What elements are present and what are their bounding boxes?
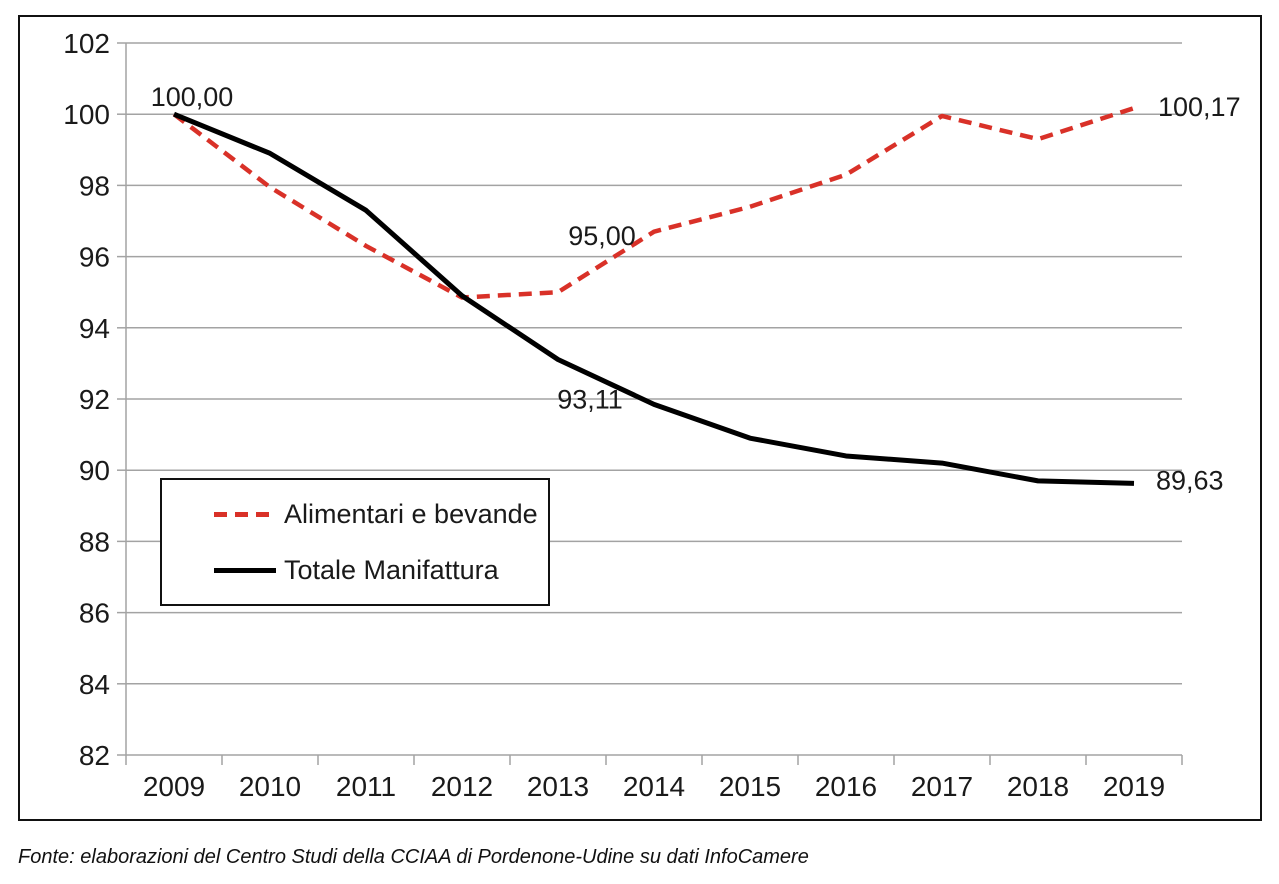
x-tick-label: 2016 [815, 771, 877, 802]
legend-item-alimentari: Alimentari e bevande [162, 498, 548, 529]
legend-item-manifattura: Totale Manifattura [162, 554, 548, 585]
solid-line-swatch-icon [214, 567, 276, 573]
series-line-0 [172, 106, 1135, 300]
dashed-line-swatch-icon [214, 511, 276, 517]
y-tick-label: 86 [79, 598, 110, 629]
x-tick-label: 2015 [719, 771, 781, 802]
series-line-1 [173, 111, 1135, 486]
y-tick-label: 82 [79, 740, 110, 771]
x-tick-label: 2018 [1007, 771, 1069, 802]
data-label: 95,00 [568, 221, 636, 251]
y-tick-label: 98 [79, 170, 110, 201]
y-tick-label: 90 [79, 455, 110, 486]
legend-label-alimentari: Alimentari e bevande [284, 498, 538, 529]
y-tick-label: 100 [63, 99, 110, 130]
x-tick-label: 2013 [527, 771, 589, 802]
x-tick-label: 2014 [623, 771, 685, 802]
source-note: Fonte: elaborazioni del Centro Studi del… [18, 846, 809, 868]
legend: Alimentari e bevande Totale Manifattura [160, 478, 550, 606]
data-label: 89,63 [1156, 465, 1224, 495]
x-tick-label: 2011 [336, 771, 396, 802]
x-tick-label: 2017 [911, 771, 973, 802]
y-tick-label: 92 [79, 384, 110, 415]
y-tick-label: 84 [79, 669, 110, 700]
x-tick-label: 2009 [143, 771, 205, 802]
x-tick-label: 2019 [1103, 771, 1165, 802]
y-tick-label: 102 [63, 28, 110, 59]
x-tick-label: 2012 [431, 771, 493, 802]
chart-frame: 102 100 98 96 94 92 90 88 86 84 82 2009 2010 2011 2012… [18, 15, 1262, 821]
data-label: 93,11 [557, 384, 623, 414]
legend-label-manifattura: Totale Manifattura [284, 554, 499, 585]
y-tick-label: 96 [79, 242, 110, 273]
y-tick-label: 94 [79, 313, 110, 344]
y-tick-label: 88 [79, 526, 110, 557]
data-label: 100,17 [1158, 92, 1241, 122]
data-label: 100,00 [151, 82, 234, 112]
x-tick-label: 2010 [239, 771, 301, 802]
